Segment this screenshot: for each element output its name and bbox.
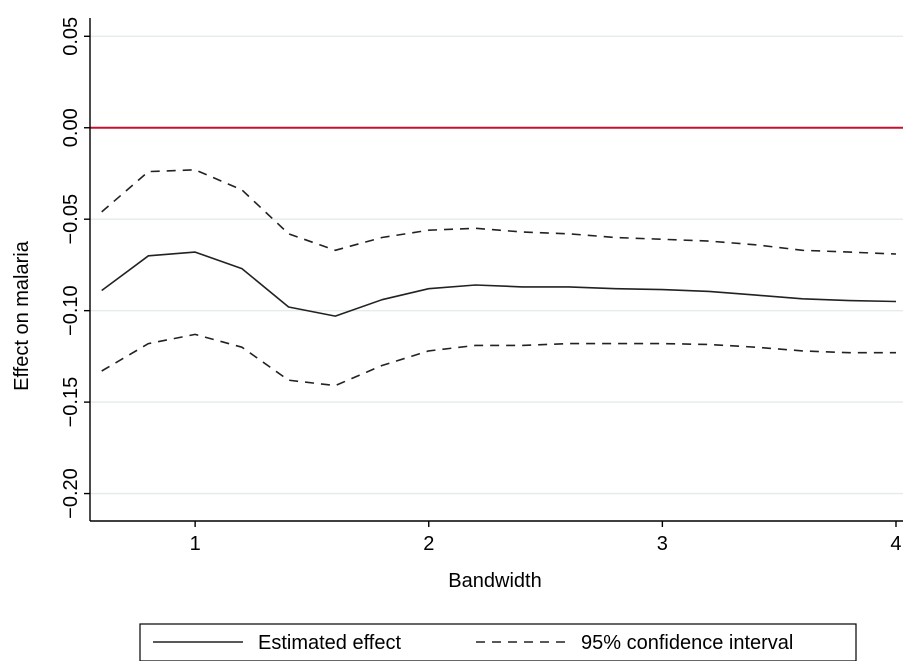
series-lines	[101, 169, 897, 387]
axes	[89, 18, 903, 522]
x-tick-label-4: 4	[890, 533, 901, 555]
legend-label-confidence-interval: 95% confidence interval	[581, 632, 793, 654]
y-tick-label-0-2: −0.20	[60, 468, 82, 519]
y-tick-label-0-05: −0.05	[60, 194, 82, 245]
ci-lower-line	[101, 333, 896, 387]
y-tick-label-0-05: 0.05	[60, 17, 82, 56]
x-tick-label-2: 2	[423, 533, 434, 555]
legend-label-estimated-effect: Estimated effect	[258, 632, 401, 654]
y-tick-label-0-1: −0.10	[60, 285, 82, 336]
y-axis-label: Effect on malaria	[11, 240, 33, 391]
x-tick-label-1: 1	[190, 533, 201, 555]
y-tick-label-0-15: −0.15	[60, 377, 82, 428]
x-tick-label-3: 3	[657, 533, 668, 555]
gridlines	[90, 35, 903, 495]
x-axis-ticks: 1 2 3 4	[190, 521, 902, 555]
ci-upper-line	[101, 169, 897, 255]
estimated-effect-line	[101, 251, 897, 317]
y-axis-ticks: 0.05 0.00 −0.05 −0.10 −0.15 −0.20	[60, 17, 90, 519]
y-tick-label-0: 0.00	[60, 108, 82, 147]
x-axis-label: Bandwidth	[448, 570, 541, 592]
legend: Estimated effect 95% confidence interval	[139, 623, 857, 661]
